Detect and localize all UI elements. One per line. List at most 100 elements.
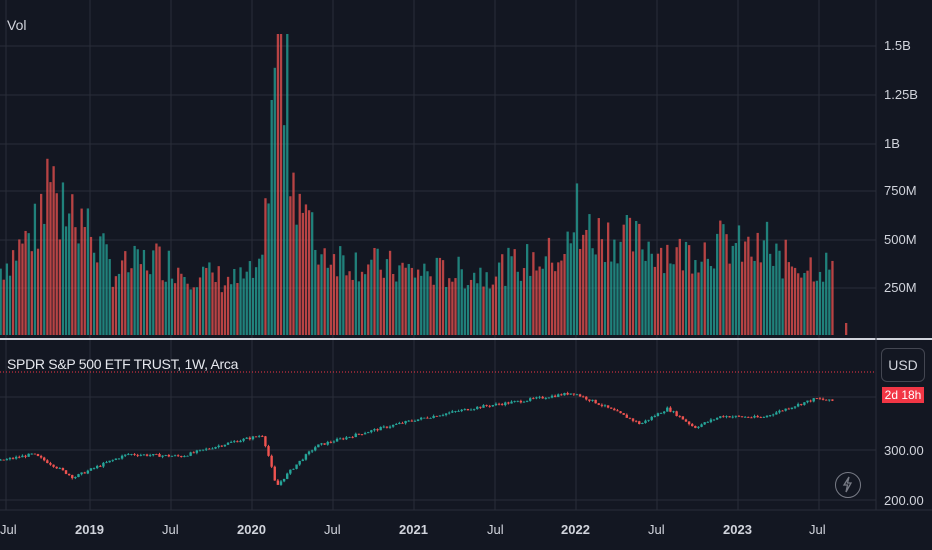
candle-body (226, 442, 230, 445)
volume-bar (55, 193, 58, 335)
candle-body (286, 473, 289, 479)
volume-bar (170, 278, 174, 335)
candle-body (566, 393, 569, 395)
volume-bar (638, 223, 641, 335)
volume-bar (276, 34, 280, 335)
candle-body (367, 432, 370, 434)
candle-body (684, 419, 688, 422)
candle-body (815, 398, 819, 400)
candle-body (251, 436, 255, 440)
volume-bar (616, 263, 619, 335)
candle-body (64, 470, 68, 474)
volume-bar (286, 34, 289, 335)
time-scale[interactable]: Jul 2019 Jul 2020 Jul 2021 Jul 2022 Jul … (0, 522, 826, 537)
volume-bar (716, 233, 719, 335)
candle-body (818, 398, 822, 400)
candle-body (95, 466, 99, 469)
price-scale[interactable]: 300.00 200.00 (884, 443, 924, 508)
candle-body (550, 395, 554, 398)
volume-bar (435, 257, 438, 335)
volume-bar (516, 271, 519, 335)
volume-bar (5, 263, 9, 335)
candle-body (245, 437, 248, 439)
volume-bar (61, 182, 65, 335)
volume-bar (482, 286, 485, 335)
candle-body (167, 455, 171, 457)
candle-body (800, 404, 803, 405)
candle-body (476, 406, 479, 409)
candle-body (432, 415, 435, 419)
candle-body (687, 421, 691, 425)
volume-bar (83, 227, 86, 335)
volume-bar (631, 251, 635, 335)
volume-bar (734, 243, 738, 335)
volume-bar (239, 267, 242, 335)
volume-bar (211, 272, 214, 335)
candle-body (619, 411, 622, 414)
volume-bar (373, 247, 376, 335)
candle-body (669, 407, 672, 412)
volume-bar (744, 241, 747, 335)
candle-body (301, 459, 304, 461)
candle-body (638, 421, 641, 425)
currency-button[interactable]: USD (881, 348, 925, 382)
symbol-title[interactable]: SPDR S&P 500 ETF TRUST, 1W, Arca (7, 356, 239, 372)
candle-body (74, 477, 77, 479)
volume-bar (8, 275, 12, 335)
volume-bar (370, 259, 373, 335)
candle-body (756, 416, 759, 418)
lightning-icon[interactable] (835, 472, 861, 498)
volume-bar (663, 273, 666, 335)
volume-bar (445, 286, 448, 335)
candle-body (662, 411, 666, 414)
volume-bar (585, 229, 588, 335)
x-tick-label: Jul (162, 522, 179, 537)
candle-body (407, 420, 410, 422)
x-tick-label: Jul (487, 522, 504, 537)
candle-body (370, 430, 373, 433)
volume-bar (127, 272, 130, 335)
candle-body (416, 419, 420, 421)
volume-bar (821, 281, 825, 335)
volume-bar (731, 245, 734, 335)
volume-bar (49, 182, 52, 335)
volume-bar (164, 281, 167, 335)
candle-body (659, 413, 663, 414)
candle-body (136, 455, 139, 456)
candle-body (719, 416, 722, 418)
volume-bar (43, 223, 46, 335)
volume-scale[interactable]: 1.5B 1.25B 1B 750M 500M 250M (884, 38, 918, 295)
candle-body (223, 444, 227, 447)
volume-bars (0, 34, 848, 336)
candle-body (58, 468, 61, 469)
volume-bar (298, 193, 301, 335)
volume-bar (220, 292, 223, 335)
candle-body (591, 399, 594, 401)
volume-bar (753, 260, 756, 335)
x-tick-label: Jul (809, 522, 826, 537)
volume-bar (803, 272, 806, 335)
candle-body (52, 464, 55, 467)
volume-bar (728, 263, 731, 335)
volume-bar (497, 262, 501, 335)
volume-bar (672, 264, 675, 335)
volume-bar (332, 254, 336, 335)
candle-body (220, 445, 223, 447)
candle-body (451, 411, 454, 413)
volume-bar (429, 276, 432, 335)
volume-bar (142, 249, 146, 335)
volume-bar (251, 277, 255, 335)
volume-bar (264, 198, 267, 335)
volume-bar (420, 275, 423, 335)
volume-bar (675, 247, 678, 335)
candle-body (201, 449, 205, 451)
candle-body (67, 473, 71, 476)
candle-body (625, 414, 628, 418)
candle-body (444, 413, 448, 415)
candle-body (610, 407, 613, 409)
candle-body (363, 433, 367, 435)
candle-body (647, 419, 650, 421)
candle-body (522, 401, 526, 403)
candle-body (448, 412, 451, 414)
